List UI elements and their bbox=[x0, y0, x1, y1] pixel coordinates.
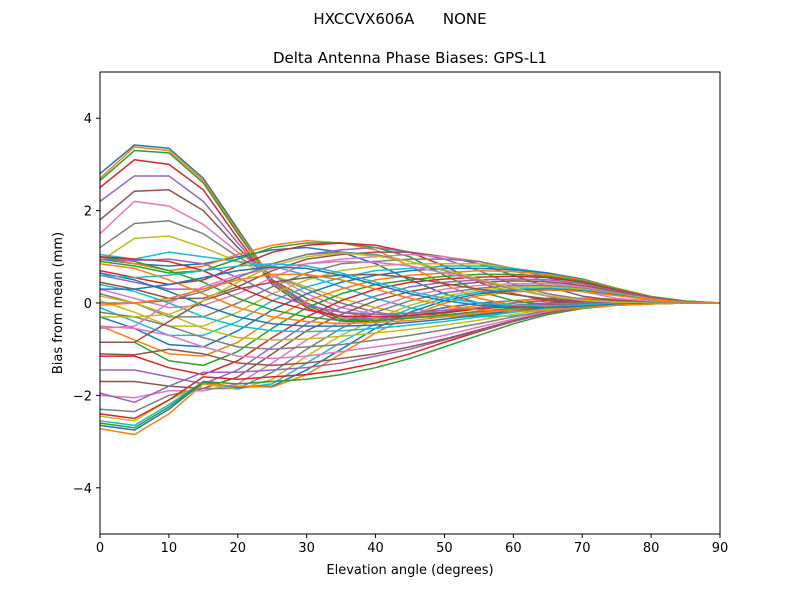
x-axis: 0 10 20 30 40 50 60 70 80 90 bbox=[96, 534, 728, 556]
x-tick-label: 40 bbox=[367, 541, 384, 556]
x-tick-label: 0 bbox=[96, 541, 104, 556]
series-line-s22 bbox=[99, 269, 721, 357]
x-tick-label: 70 bbox=[574, 541, 591, 556]
y-tick-label: −4 bbox=[73, 482, 92, 497]
series-line-s51 bbox=[100, 266, 720, 309]
series-line-s23 bbox=[100, 273, 721, 367]
y-axis-label: Bias from mean (mm) bbox=[51, 232, 66, 374]
series-line-s52 bbox=[99, 273, 720, 313]
y-axis: −4 −2 0 2 4 bbox=[73, 112, 100, 497]
series-line-s16 bbox=[99, 251, 720, 304]
x-tick-label: 10 bbox=[161, 541, 178, 556]
y-tick-label: 2 bbox=[84, 205, 92, 220]
x-tick-label: 50 bbox=[436, 541, 453, 556]
y-tick-label: 0 bbox=[84, 297, 92, 312]
y-tick-label: −2 bbox=[73, 389, 92, 404]
x-tick-label: 30 bbox=[298, 541, 315, 556]
series-line-s27 bbox=[99, 282, 721, 399]
plot-area bbox=[99, 71, 721, 535]
series-line-s24 bbox=[100, 275, 721, 376]
figure-suptitle: HXCCVX606A NONE bbox=[313, 10, 486, 28]
x-tick-label: 90 bbox=[712, 541, 729, 556]
y-tick-label: 4 bbox=[84, 112, 92, 127]
series-line-s49 bbox=[100, 252, 720, 318]
x-tick-label: 60 bbox=[505, 541, 522, 556]
x-tick-label: 20 bbox=[230, 541, 247, 556]
x-tick-label: 80 bbox=[643, 541, 660, 556]
chart-title: Delta Antenna Phase Biases: GPS-L1 bbox=[273, 49, 547, 67]
series-layer bbox=[99, 144, 721, 436]
x-axis-label: Elevation angle (degrees) bbox=[326, 563, 493, 578]
